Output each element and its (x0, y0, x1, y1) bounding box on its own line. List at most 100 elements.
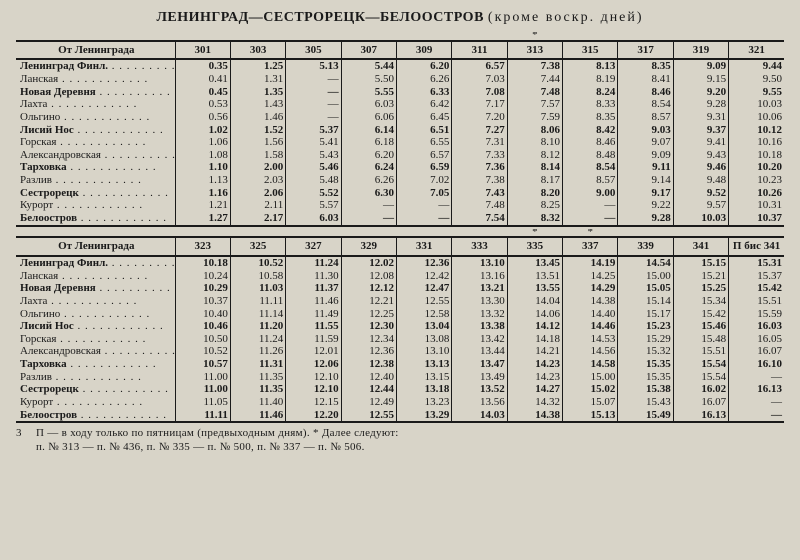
train-number: 303 (230, 41, 285, 60)
train-number: 321 (729, 41, 784, 60)
train-number: 329 (341, 237, 396, 256)
train-star: * (507, 229, 562, 238)
time-cell: 7.17 (452, 98, 507, 111)
time-cell: 10.16 (729, 136, 784, 149)
time-cell: 15.54 (673, 371, 728, 384)
train-number: 313 (507, 41, 562, 60)
time-cell: 9.11 (618, 161, 673, 174)
time-cell: 8.41 (618, 73, 673, 86)
time-cell: 14.25 (563, 270, 618, 283)
time-cell: 13.56 (452, 396, 507, 409)
time-cell: — (341, 199, 396, 212)
time-cell: 15.02 (563, 383, 618, 396)
time-cell: 7.57 (507, 98, 562, 111)
train-number: П бис 341 (729, 237, 784, 256)
time-cell: 16.10 (729, 358, 784, 371)
train-star (452, 229, 507, 238)
time-cell: 15.13 (563, 409, 618, 423)
time-cell: 7.38 (452, 174, 507, 187)
time-cell: 12.55 (396, 295, 451, 308)
time-cell: 1.10 (175, 161, 230, 174)
time-cell: 8.06 (507, 124, 562, 137)
time-cell: 10.46 (175, 320, 230, 333)
time-cell: 0.41 (175, 73, 230, 86)
time-cell: 14.27 (507, 383, 562, 396)
time-cell: 11.11 (230, 295, 285, 308)
station-name: Ланская (16, 73, 175, 86)
time-cell: 7.03 (452, 73, 507, 86)
time-cell: 12.12 (341, 282, 396, 295)
time-cell: 10.03 (673, 212, 728, 226)
time-cell: 7.59 (507, 111, 562, 124)
train-number: 301 (175, 41, 230, 60)
time-cell: 13.30 (452, 295, 507, 308)
train-number: 339 (618, 237, 673, 256)
time-cell: 10.06 (729, 111, 784, 124)
time-cell: 15.29 (618, 333, 673, 346)
time-cell: 16.13 (729, 383, 784, 396)
time-cell: 1.25 (230, 59, 285, 73)
time-cell: 12.30 (341, 320, 396, 333)
train-star (618, 32, 673, 41)
time-cell: 12.42 (396, 270, 451, 283)
train-star (396, 229, 451, 238)
time-cell: — (563, 199, 618, 212)
station-name: Ланская (16, 270, 175, 283)
footnote-line2: п. № 313 — п. № 436, п. № 335 — п. № 500… (36, 441, 365, 453)
time-cell: 8.32 (507, 212, 562, 226)
time-cell: 1.46 (230, 111, 285, 124)
time-cell: 15.46 (673, 320, 728, 333)
time-cell: 10.20 (729, 161, 784, 174)
train-number: 323 (175, 237, 230, 256)
train-number: 333 (452, 237, 507, 256)
time-cell: 16.03 (729, 320, 784, 333)
train-number: 317 (618, 41, 673, 60)
time-cell: 15.17 (618, 308, 673, 321)
time-cell: 12.40 (341, 371, 396, 384)
train-number: 335 (507, 237, 562, 256)
time-cell: 8.25 (507, 199, 562, 212)
train-number: 319 (673, 41, 728, 60)
time-cell: 16.07 (673, 396, 728, 409)
time-cell: 9.48 (673, 174, 728, 187)
train-star (729, 229, 784, 238)
time-cell: 13.13 (396, 358, 451, 371)
time-cell: 10.29 (175, 282, 230, 295)
footnote: 3 П — в ходу только по пятницам (предвых… (16, 427, 784, 455)
origin-header: От Ленинграда (16, 41, 175, 60)
time-cell: 8.54 (618, 98, 673, 111)
time-cell: 1.58 (230, 149, 285, 162)
time-cell: 8.24 (563, 86, 618, 99)
time-cell: 15.23 (618, 320, 673, 333)
station-name: Ленинград Финл. (16, 256, 175, 270)
time-cell: 11.24 (230, 333, 285, 346)
time-cell: 11.40 (230, 396, 285, 409)
time-cell: 15.34 (673, 295, 728, 308)
time-cell: 0.53 (175, 98, 230, 111)
time-cell: 12.38 (341, 358, 396, 371)
time-cell: 5.48 (286, 174, 341, 187)
train-number: 341 (673, 237, 728, 256)
train-star (618, 229, 673, 238)
time-cell: 7.44 (507, 73, 562, 86)
time-cell: 8.54 (563, 161, 618, 174)
train-star (396, 32, 451, 41)
time-cell: 12.01 (286, 345, 341, 358)
train-star: * (507, 32, 562, 41)
time-cell: 0.45 (175, 86, 230, 99)
time-cell: 12.15 (286, 396, 341, 409)
time-cell: 2.11 (230, 199, 285, 212)
station-name: Лисий Нос (16, 320, 175, 333)
train-number: 337 (563, 237, 618, 256)
time-cell: 7.02 (396, 174, 451, 187)
time-cell: 8.48 (563, 149, 618, 162)
time-cell: 15.05 (618, 282, 673, 295)
time-cell: 1.52 (230, 124, 285, 137)
time-cell: 15.37 (729, 270, 784, 283)
time-cell: 10.24 (175, 270, 230, 283)
time-cell: 12.49 (341, 396, 396, 409)
time-cell: 12.20 (286, 409, 341, 423)
time-cell: 16.02 (673, 383, 728, 396)
time-cell: 9.57 (673, 199, 728, 212)
time-cell: 6.51 (396, 124, 451, 137)
